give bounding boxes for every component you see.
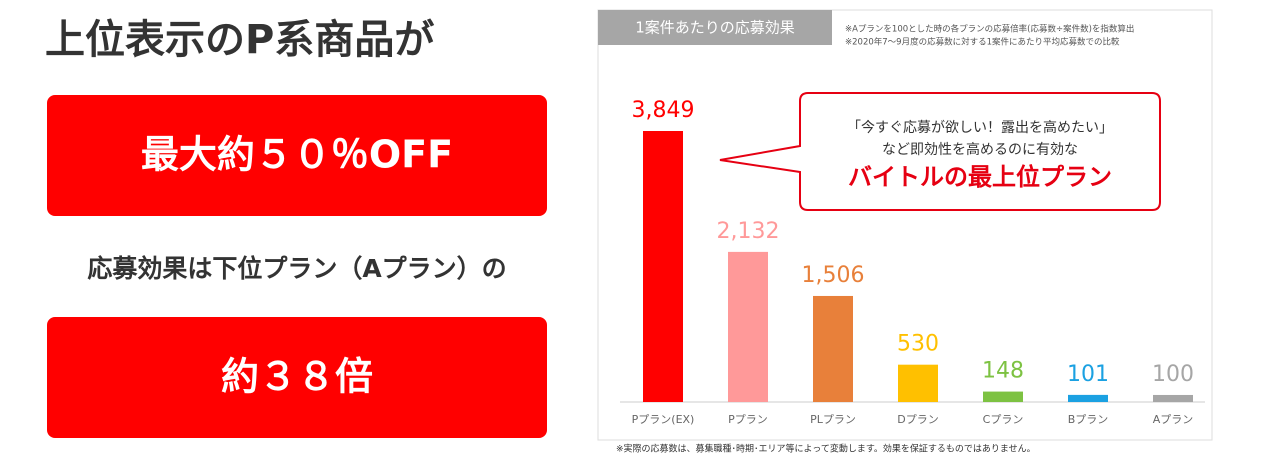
chart-note: ※Aプランを100とした時の各プランの応募倍率(応募数÷案件数)を指数算出 [845,24,1134,35]
value-label: 100 [1152,362,1194,387]
value-label: 2,132 [717,219,780,244]
x-tick-label: Pプラン [728,413,768,426]
bar [728,251,768,402]
x-tick-label: Pプラン(EX) [632,413,695,426]
callout [719,92,1161,211]
highlight-box [47,317,547,438]
bar [983,391,1023,402]
left-title: 上位表示のP系商品が [45,17,434,63]
highlight-text: 約３８倍 [221,355,373,399]
highlight-box [47,95,547,216]
callout-text: など即効性を高めるのに有効な [882,141,1078,158]
x-tick-label: PLプラン [810,413,856,426]
value-label: 3,849 [632,98,695,123]
bar [898,364,938,402]
value-label: 530 [897,332,939,357]
x-tick-label: Bプラン [1068,413,1109,426]
value-label: 1,506 [802,263,865,288]
x-tick-label: Cプラン [983,413,1024,426]
bar [1068,394,1108,402]
chart-note: ※2020年7～9月度の応募数に対する1案件にあたり平均応募数での比較 [845,37,1120,48]
highlight-text: 最大約５０％OFF [141,133,453,177]
x-tick-label: Aプラン [1153,413,1194,426]
callout-highlight: バイトルの最上位プラン [848,163,1112,191]
footnote: ※実際の応募数は、募集職種･時期･エリア等によって変動します。効果を保証するもの… [616,443,1036,455]
bar [643,131,683,402]
chart-tab [598,10,832,45]
value-label: 101 [1067,362,1109,387]
bar [1153,394,1193,402]
chart-title: 1案件あたりの応募効果 [635,19,795,37]
bar [813,295,853,402]
callout-text: 「今すぐ応募が欲しい！露出を高めたい」 [847,119,1113,136]
value-label: 148 [982,359,1024,384]
x-tick-label: Dプラン [897,413,938,426]
middle-text: 応募効果は下位プラン（Aプラン）の [87,254,506,283]
